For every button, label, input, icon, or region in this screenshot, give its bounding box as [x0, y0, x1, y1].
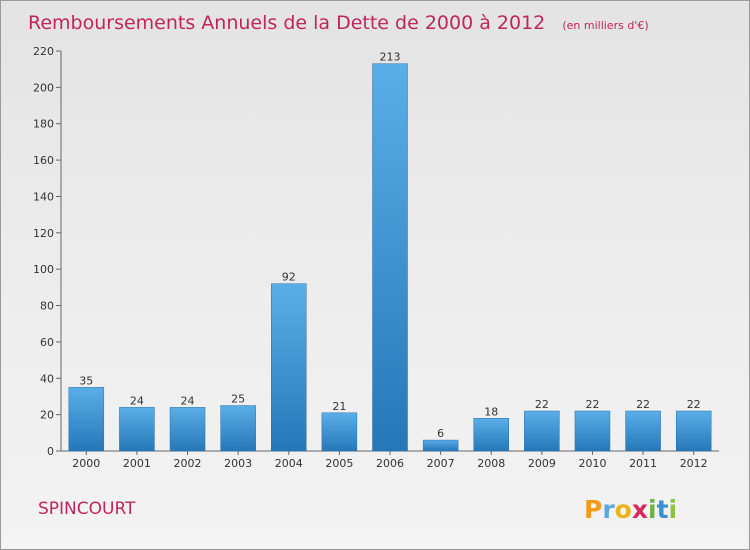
chart-title: Remboursements Annuels de la Dette de 20… [28, 12, 649, 34]
axes: 0 20 40 60 80 100 120 140 160 180 200 220 2000 2001 20… [33, 45, 719, 470]
y-tick-label: 120 [33, 227, 54, 240]
data-label: 24 [130, 394, 144, 407]
data-label: 22 [535, 398, 549, 411]
data-label: 92 [282, 271, 296, 284]
x-tick-label: 2010 [578, 457, 606, 470]
data-label: 24 [181, 394, 195, 407]
y-tick-label: 60 [40, 336, 54, 349]
bar [119, 407, 155, 452]
x-tick-label: 2011 [629, 457, 657, 470]
bar [271, 283, 307, 452]
bar [524, 410, 560, 452]
logo-letter: r [602, 495, 615, 524]
y-tick-label: 40 [40, 372, 54, 385]
logo-letter: P [584, 495, 602, 524]
x-tick-label: 2006 [376, 457, 404, 470]
commune-name: SPINCOURT [38, 499, 136, 519]
logo-letter: i [648, 495, 657, 524]
logo-letter: t [657, 495, 669, 524]
y-tick-label: 140 [33, 190, 54, 203]
bar [574, 410, 611, 452]
data-label: 18 [484, 405, 498, 418]
data-label: 6 [437, 427, 444, 440]
y-tick-label: 20 [40, 409, 54, 422]
y-tick-label: 100 [33, 263, 54, 276]
bar [372, 63, 408, 452]
x-tick-label: 2005 [325, 457, 353, 470]
bar [321, 412, 358, 452]
bars: 35 24 24 25 92 21 213 6 18 22 22 22 22 [68, 51, 712, 452]
x-tick-label: 2000 [72, 457, 100, 470]
logo-letter: o [615, 495, 632, 524]
x-tick-label: 2009 [528, 457, 556, 470]
bar [422, 439, 459, 452]
bar [220, 405, 256, 452]
data-label: 25 [231, 393, 245, 406]
y-tick-label: 220 [33, 45, 54, 58]
bar [473, 418, 509, 452]
data-label: 213 [380, 51, 401, 64]
x-tick-label: 2008 [477, 457, 505, 470]
y-tick-label: 80 [40, 300, 54, 313]
logo-letter: i [669, 495, 678, 524]
y-tick-label: 200 [33, 81, 54, 94]
x-tick-label: 2002 [174, 457, 202, 470]
chart-subtitle: (en milliers d'€) [562, 19, 648, 32]
bar [625, 410, 661, 452]
x-tick-label: 2001 [123, 457, 151, 470]
x-tick-label: 2012 [680, 457, 708, 470]
proxiti-logo: Proxiti [584, 495, 677, 524]
x-tick-label: 2003 [224, 457, 252, 470]
y-tick-label: 160 [33, 154, 54, 167]
bar [68, 387, 105, 452]
bar [675, 410, 712, 452]
bar [169, 407, 206, 452]
data-label: 21 [332, 400, 346, 413]
data-label: 22 [687, 398, 701, 411]
logo-letter: x [632, 495, 648, 524]
y-tick-label: 0 [47, 445, 54, 458]
data-label: 22 [585, 398, 599, 411]
data-label: 35 [79, 374, 93, 387]
x-tick-label: 2004 [275, 457, 303, 470]
y-tick-label: 180 [33, 118, 54, 131]
data-label: 22 [636, 398, 650, 411]
x-tick-label: 2007 [427, 457, 455, 470]
